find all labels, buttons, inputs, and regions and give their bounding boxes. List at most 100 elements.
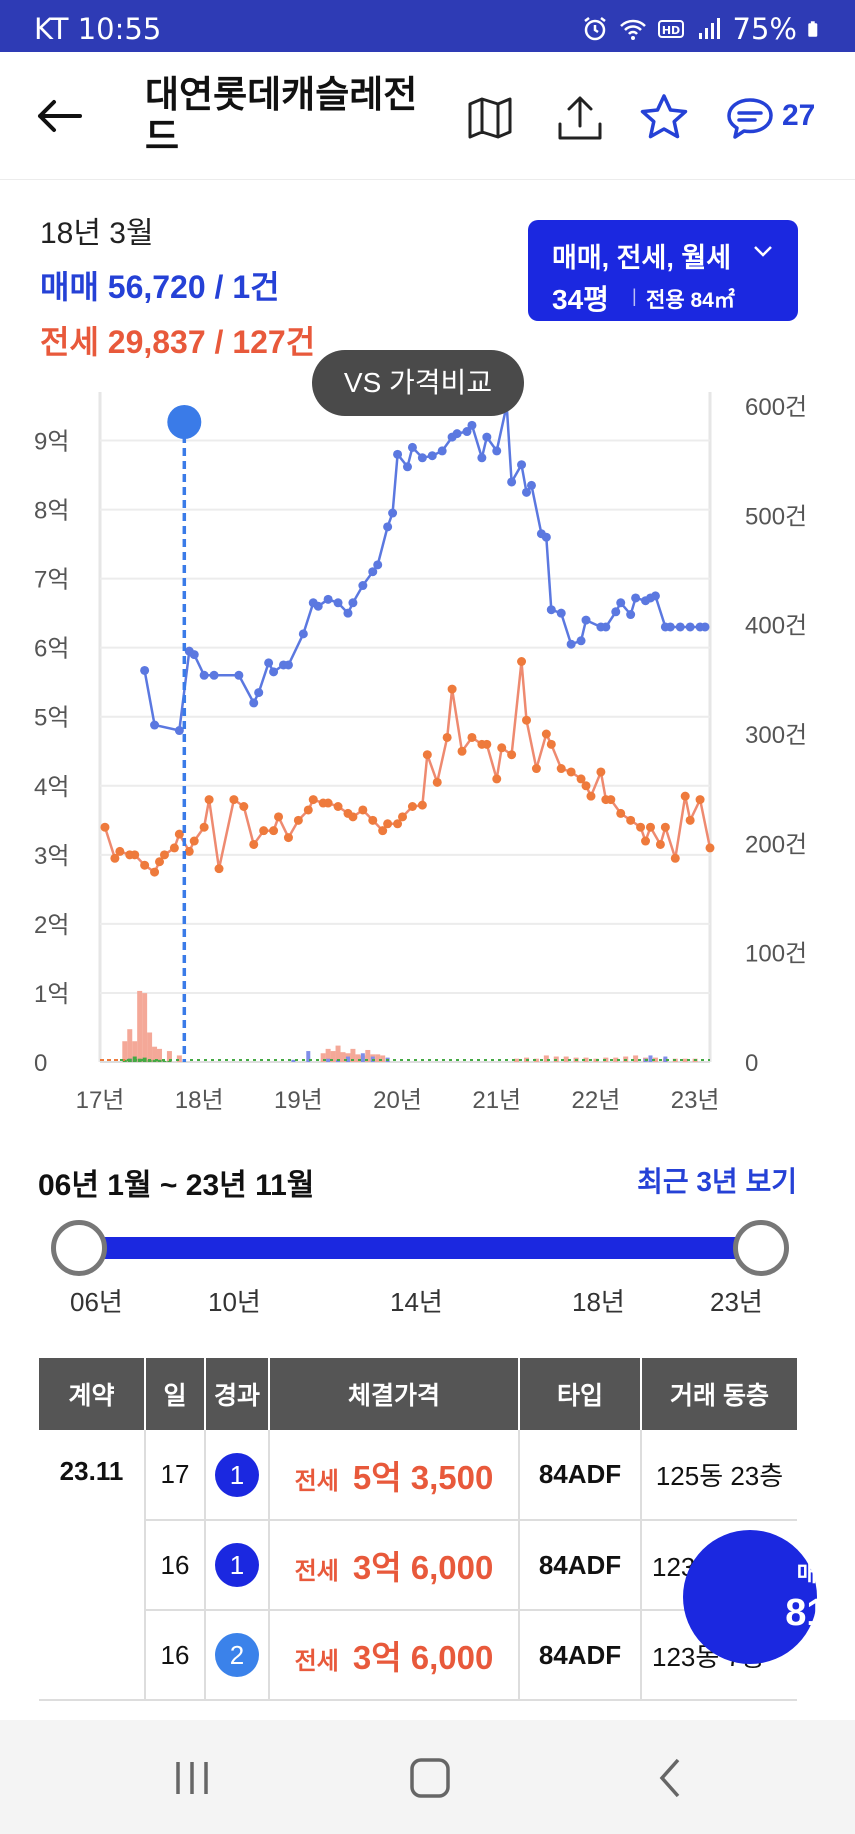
recent-apps-icon[interactable]: [162, 1750, 222, 1806]
x-tick-label: 18년: [175, 1087, 224, 1114]
rent-point: [606, 795, 616, 805]
back-arrow-icon[interactable]: [30, 86, 90, 146]
sale-point: [417, 453, 427, 463]
volume-bar-rent: [543, 1055, 549, 1062]
volume-bar-rent: [142, 993, 148, 1062]
y-left-tick-label: 3억: [34, 843, 69, 870]
volume-bar-rent: [593, 1058, 599, 1062]
rent-point: [115, 846, 125, 856]
back-nav-icon[interactable]: [640, 1750, 700, 1806]
rent-point: [383, 819, 393, 829]
deal-day: 17: [145, 1430, 206, 1521]
sale-point: [522, 487, 532, 497]
signal-icon: [698, 18, 720, 39]
home-icon[interactable]: [400, 1750, 460, 1806]
deal-price: 3억 6,000: [352, 1549, 494, 1586]
sale-point: [388, 508, 398, 518]
rent-point: [214, 864, 224, 874]
price-cell: 전세 3억 6,000: [269, 1520, 520, 1611]
recent-3-years-link[interactable]: 최근 3년 보기: [637, 1166, 797, 1197]
rent-point: [239, 802, 249, 812]
price-chart-svg[interactable]: 0 1억 2억 3억 4억 5억 6억 7억 8억 9억 0 100건 200건 300건 400건 500건…: [0, 390, 855, 1140]
sale-point: [700, 622, 710, 632]
volume-bar-rent: [365, 1049, 371, 1062]
range-slider-start-handle[interactable]: [51, 1220, 107, 1276]
map-icon[interactable]: [462, 90, 518, 146]
volume-bar-rent: [122, 1041, 128, 1062]
rent-point: [636, 822, 646, 832]
x-tick-label: 20년: [373, 1087, 422, 1114]
sale-point: [249, 698, 259, 708]
slider-tick: 10년: [208, 1287, 261, 1317]
rent-point: [407, 802, 417, 812]
volume-bar-other: [167, 1060, 172, 1062]
sale-point: [393, 449, 403, 459]
rent-point: [422, 750, 432, 760]
col-header-floor: 거래 동층: [641, 1358, 797, 1430]
volume-bar-rent: [682, 1058, 688, 1062]
volume-bar-rent: [633, 1055, 639, 1062]
sale-point: [264, 658, 274, 668]
rent-point: [368, 815, 378, 825]
volume-bar-rent: [157, 1048, 163, 1062]
y-left-tick-label: 7억: [34, 567, 69, 594]
sale-summary: 매매 56,720 / 1건: [40, 269, 280, 305]
elapsed-cell: 1: [205, 1520, 270, 1611]
sale-point: [566, 639, 576, 649]
rent-point: [259, 826, 269, 836]
status-bar: KT 10:55 HD 75%: [0, 0, 855, 52]
sale-point: [626, 610, 636, 620]
deal-price: 3억 6,000: [352, 1639, 494, 1676]
sale-point: [313, 601, 323, 611]
rent-point: [447, 684, 457, 694]
deal-kind: 전세: [294, 1467, 339, 1495]
volume-bar-sale: [663, 1056, 668, 1062]
rent-point: [581, 781, 591, 791]
sale-point: [685, 622, 695, 632]
rent-point: [467, 732, 477, 742]
sale-point: [269, 667, 279, 677]
x-tick-label: 17년: [76, 1087, 125, 1114]
y-left-tick-label: 8억: [34, 498, 69, 525]
unit-type: 84ADF: [519, 1610, 642, 1701]
sale-point: [383, 522, 393, 532]
table-header-row: 계약 일 경과 체결가격 타입 거래 동층: [39, 1358, 797, 1430]
deal-type-filter[interactable]: 매매, 전세, 월세 34평 | 전용 84㎡: [528, 220, 798, 321]
sale-point: [526, 480, 536, 490]
sale-point: [546, 605, 556, 615]
comment-count[interactable]: 27: [782, 99, 816, 132]
volume-bar-rent: [613, 1057, 619, 1062]
table-row[interactable]: 16 2 전세 3억 6,000 84ADF 123동 7층: [39, 1610, 797, 1701]
share-icon[interactable]: [552, 90, 608, 146]
table-row[interactable]: 23.11 17 1 전세 5억 3,500 84ADF 125동 23층: [39, 1430, 797, 1701]
volume-bar-rent: [340, 1052, 346, 1062]
x-tick-label: 19년: [274, 1087, 323, 1114]
favorite-star-icon[interactable]: [636, 90, 692, 146]
volume-bar-rent: [152, 1046, 158, 1062]
volume-bar-rent: [166, 1051, 172, 1062]
price-chart[interactable]: 0 1억 2억 3억 4억 5억 6억 7억 8억 9억 0 100건 200건 300건 400건 500건…: [0, 390, 855, 1140]
y-left-tick-label: 0: [34, 1050, 47, 1077]
app-header: 대연롯데캐슬레전드 27: [0, 52, 855, 180]
volume-bar-rent: [652, 1057, 658, 1062]
comment-icon[interactable]: [722, 90, 778, 146]
volume-bar-sale: [648, 1055, 653, 1062]
volume-bar-other: [157, 1059, 162, 1062]
rent-point: [269, 826, 279, 836]
unit-type: 84ADF: [519, 1430, 642, 1521]
y-right-tick-label: 500건: [745, 503, 807, 530]
volume-bar-rent: [514, 1058, 520, 1062]
listings-fab[interactable]: 매물 814: [683, 1530, 849, 1664]
y-left-tick-label: 1억: [34, 981, 69, 1008]
sale-point: [616, 598, 626, 608]
slider-tick: 14년: [390, 1287, 443, 1317]
rent-point: [184, 846, 194, 856]
range-slider-track[interactable]: [78, 1237, 762, 1259]
rent-point: [596, 767, 606, 777]
alarm-icon: [583, 17, 606, 41]
volume-bar-other: [152, 1059, 157, 1062]
range-slider-end-handle[interactable]: [733, 1220, 789, 1276]
sale-point: [323, 594, 333, 604]
volume-bar-rent: [320, 1053, 326, 1062]
vs-compare-button[interactable]: VS 가격비교: [312, 350, 524, 416]
